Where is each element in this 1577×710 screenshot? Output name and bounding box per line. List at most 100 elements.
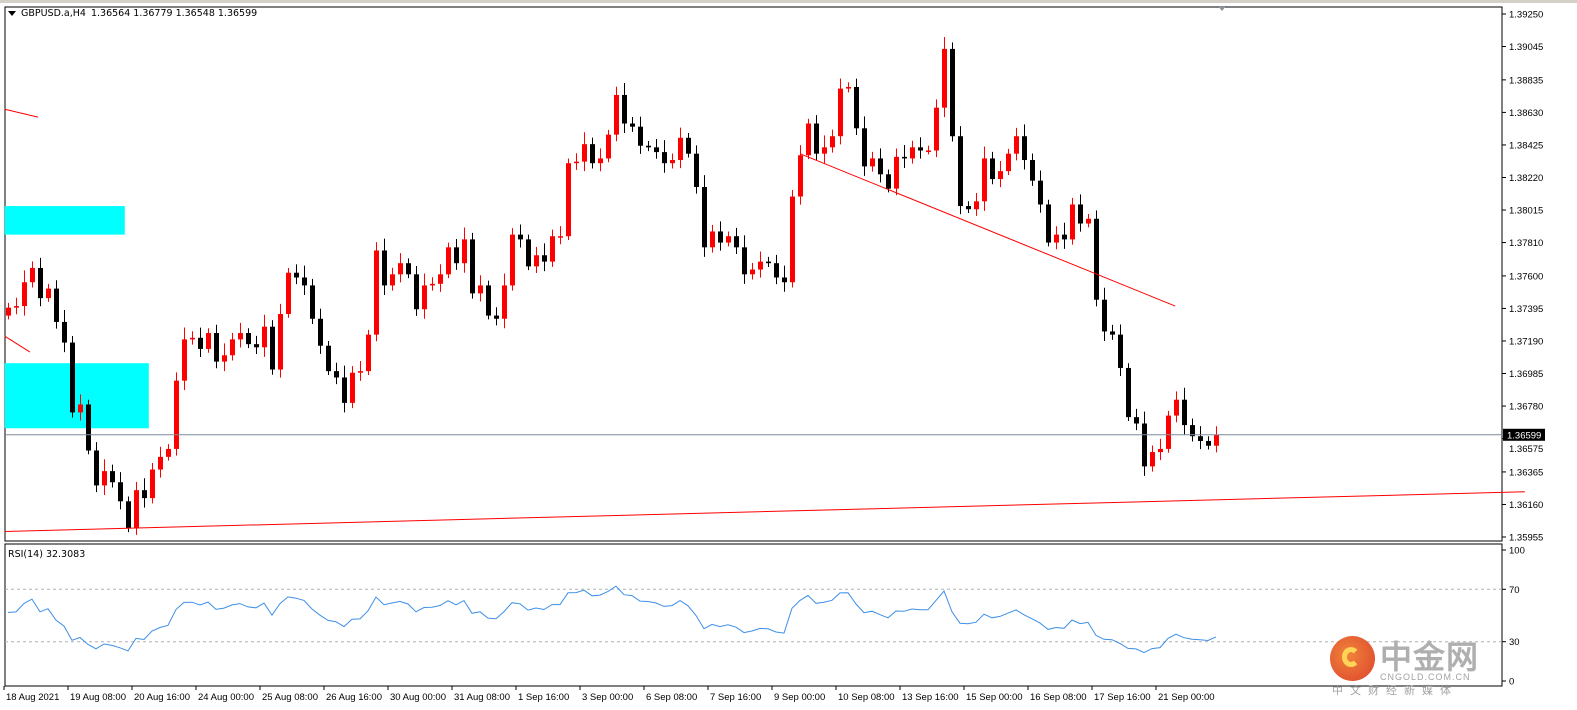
resistance-trendline[interactable] [799,153,1176,307]
time-label: 24 Aug 00:00 [198,692,254,703]
candle-body [726,236,731,243]
time-axis[interactable]: 18 Aug 2021 19 Aug 08:00 20 Aug 16:00 24 Au… [3,686,1215,703]
bearish-candle [126,496,131,533]
support-trendline[interactable] [4,491,1525,532]
candle-body [150,469,155,499]
candles [6,37,1219,535]
bearish-candle [686,133,691,158]
candle-body [838,88,843,137]
bullish-candle [1174,391,1179,423]
candle-body [302,277,307,286]
bearish-candle [638,116,643,154]
candle-body [894,156,899,189]
bearish-candle [918,137,923,159]
time-label: 17 Sep 16:00 [1094,692,1151,703]
candle-body [734,236,739,248]
candle-body [558,236,563,238]
candle-body [806,123,811,156]
bearish-candle [38,257,43,307]
candle-body [1182,399,1187,426]
candle-body [1134,417,1139,424]
candle-body [750,269,755,275]
bearish-candle [630,116,635,132]
candle-body [254,344,259,348]
candle-body [286,272,291,314]
candle-body [670,160,675,164]
time-label: 3 Sep 00:00 [582,692,633,703]
candle-body [686,137,691,154]
bearish-candle [1142,411,1147,476]
price-label: 1.36365 [1509,467,1543,478]
candle-body [78,404,83,413]
candle-body [870,158,875,167]
bullish-candle [670,153,675,169]
bullish-candle [166,444,171,461]
bearish-candle [1126,363,1131,421]
time-label: 1 Sep 16:00 [518,692,569,703]
bullish-candle [238,322,243,348]
time-label: 7 Sep 16:00 [710,692,761,703]
candle-body [902,156,907,159]
bullish-candle [982,146,987,211]
bearish-candle [542,243,547,272]
bearish-candle [1198,426,1203,450]
candle-body [950,48,955,137]
candle-body [38,267,43,299]
price-label: 1.38425 [1509,140,1543,151]
bearish-candle [958,126,963,215]
bullish-candle [14,297,19,315]
bullish-candle [998,161,1003,188]
bearish-candle [254,335,259,354]
candle-body [62,321,67,343]
price-axis[interactable]: 1.39250 1.39045 1.38835 1.38630 1.38425 1.382… [1502,10,1545,544]
price-label: 1.36780 [1509,402,1543,413]
bearish-candle [654,138,659,159]
chart-shift-marker-icon[interactable] [1218,6,1226,11]
candle-body [134,490,139,529]
bullish-candle [910,140,915,164]
bearish-candle [302,265,307,295]
bullish-candle [510,228,515,291]
trendline-upper-left[interactable] [4,108,39,118]
candle-body [118,482,123,502]
candle-body [270,326,275,370]
bearish-candle [334,362,339,385]
candle-body [990,158,995,180]
candle-body [1102,299,1107,332]
time-label: 20 Aug 16:00 [134,692,190,703]
bullish-candle [1006,148,1011,175]
candle-body [630,123,635,127]
bullish-candle [158,446,163,478]
candle-body [1206,440,1211,446]
bearish-candle [886,169,891,193]
trendline-lower-left[interactable] [4,335,31,353]
dropdown-triangle-icon[interactable] [8,11,16,16]
candle-body [878,158,883,175]
time-label: 25 Aug 08:00 [262,692,318,703]
candle-body [798,155,803,197]
candle-body [854,87,859,129]
rsi-axis-label: 100 [1509,546,1525,557]
bearish-candle [294,264,299,285]
bearish-candle [702,175,707,257]
demand-zone[interactable] [4,363,149,429]
rsi-axis-label: 70 [1509,585,1520,596]
bearish-candle [142,478,147,508]
bullish-candle [574,153,579,170]
symbol-timeframe: GBPUSD.a,H4 [21,8,86,19]
supply-zone[interactable] [4,206,125,235]
price-label: 1.39250 [1509,10,1543,21]
rsi-axis-label: 0 [1509,677,1514,688]
bullish-candle [894,148,899,196]
rsi-line [7,585,1217,654]
candle-body [702,187,707,248]
bearish-candle [214,324,219,369]
ohlc-values: 1.36564 1.36779 1.36548 1.36599 [90,8,258,19]
bullish-candle [206,328,211,353]
rsi-panel[interactable] [4,543,1503,687]
candle-body [22,282,27,307]
bullish-candle [726,231,731,247]
chart-header: GBPUSD.a,H4 1.36564 1.36779 1.36548 1.36… [8,8,257,19]
candle-body [462,239,467,264]
